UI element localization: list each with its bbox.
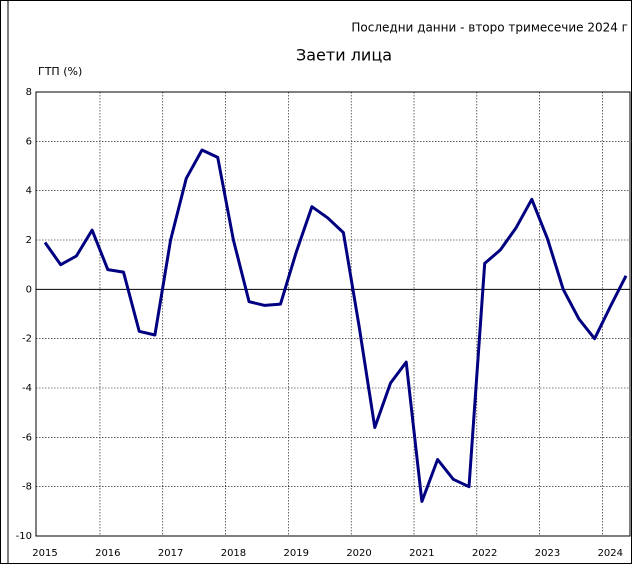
y-tick-label: -2 xyxy=(22,334,32,345)
y-tick-label: 4 xyxy=(26,186,32,197)
x-tick-label: 2015 xyxy=(32,548,57,559)
x-tick-label: 2017 xyxy=(158,548,183,559)
y-tick-label: 8 xyxy=(26,87,32,98)
chart-title: Заети лица xyxy=(296,46,392,65)
data-line xyxy=(43,148,628,503)
x-tick-label: 2019 xyxy=(284,548,309,559)
y-tick-label: 6 xyxy=(26,136,32,147)
x-tick-label: 2024 xyxy=(598,548,623,559)
y-tick-label: -4 xyxy=(22,383,32,394)
x-tick-label: 2018 xyxy=(221,548,246,559)
y-tick-label: -8 xyxy=(22,482,32,493)
y-tick-label: -10 xyxy=(16,531,32,542)
y-tick-label: -6 xyxy=(22,432,32,443)
x-tick-label: 2016 xyxy=(95,548,120,559)
x-tick-label: 2021 xyxy=(409,548,434,559)
y-tick-label: 2 xyxy=(26,235,32,246)
x-tick-label: 2020 xyxy=(346,548,371,559)
y-tick-label: 0 xyxy=(26,284,32,295)
x-tick-label: 2022 xyxy=(472,548,497,559)
x-tick-label: 2023 xyxy=(535,548,560,559)
y-axis-label: ГТП (%) xyxy=(38,65,82,78)
note: Последни данни - второ тримесечие 2024 г xyxy=(351,21,628,35)
